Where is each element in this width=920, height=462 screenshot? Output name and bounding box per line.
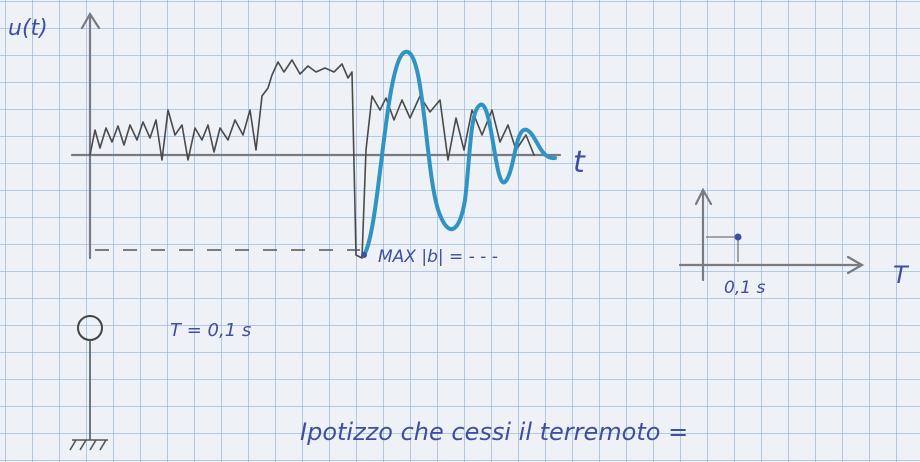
x-axis-label: t: [573, 145, 586, 180]
notebook-page: u(t) t MAX |b| = - - - 0,1 s T T = 0,1 s…: [0, 0, 920, 462]
max-point: [361, 252, 367, 258]
oscillator-label: T = 0,1 s: [170, 320, 251, 341]
y-axis-label: u(t): [8, 16, 48, 41]
inset-point: [735, 234, 742, 241]
note-text: Ipotizzo che cessi il terremoto =: [300, 418, 688, 446]
inset-tick-label: 0,1 s: [724, 278, 765, 298]
grid-paper: [0, 0, 920, 462]
inset-axis-label: T: [893, 261, 910, 289]
max-note: MAX |b| = - - -: [378, 247, 498, 267]
